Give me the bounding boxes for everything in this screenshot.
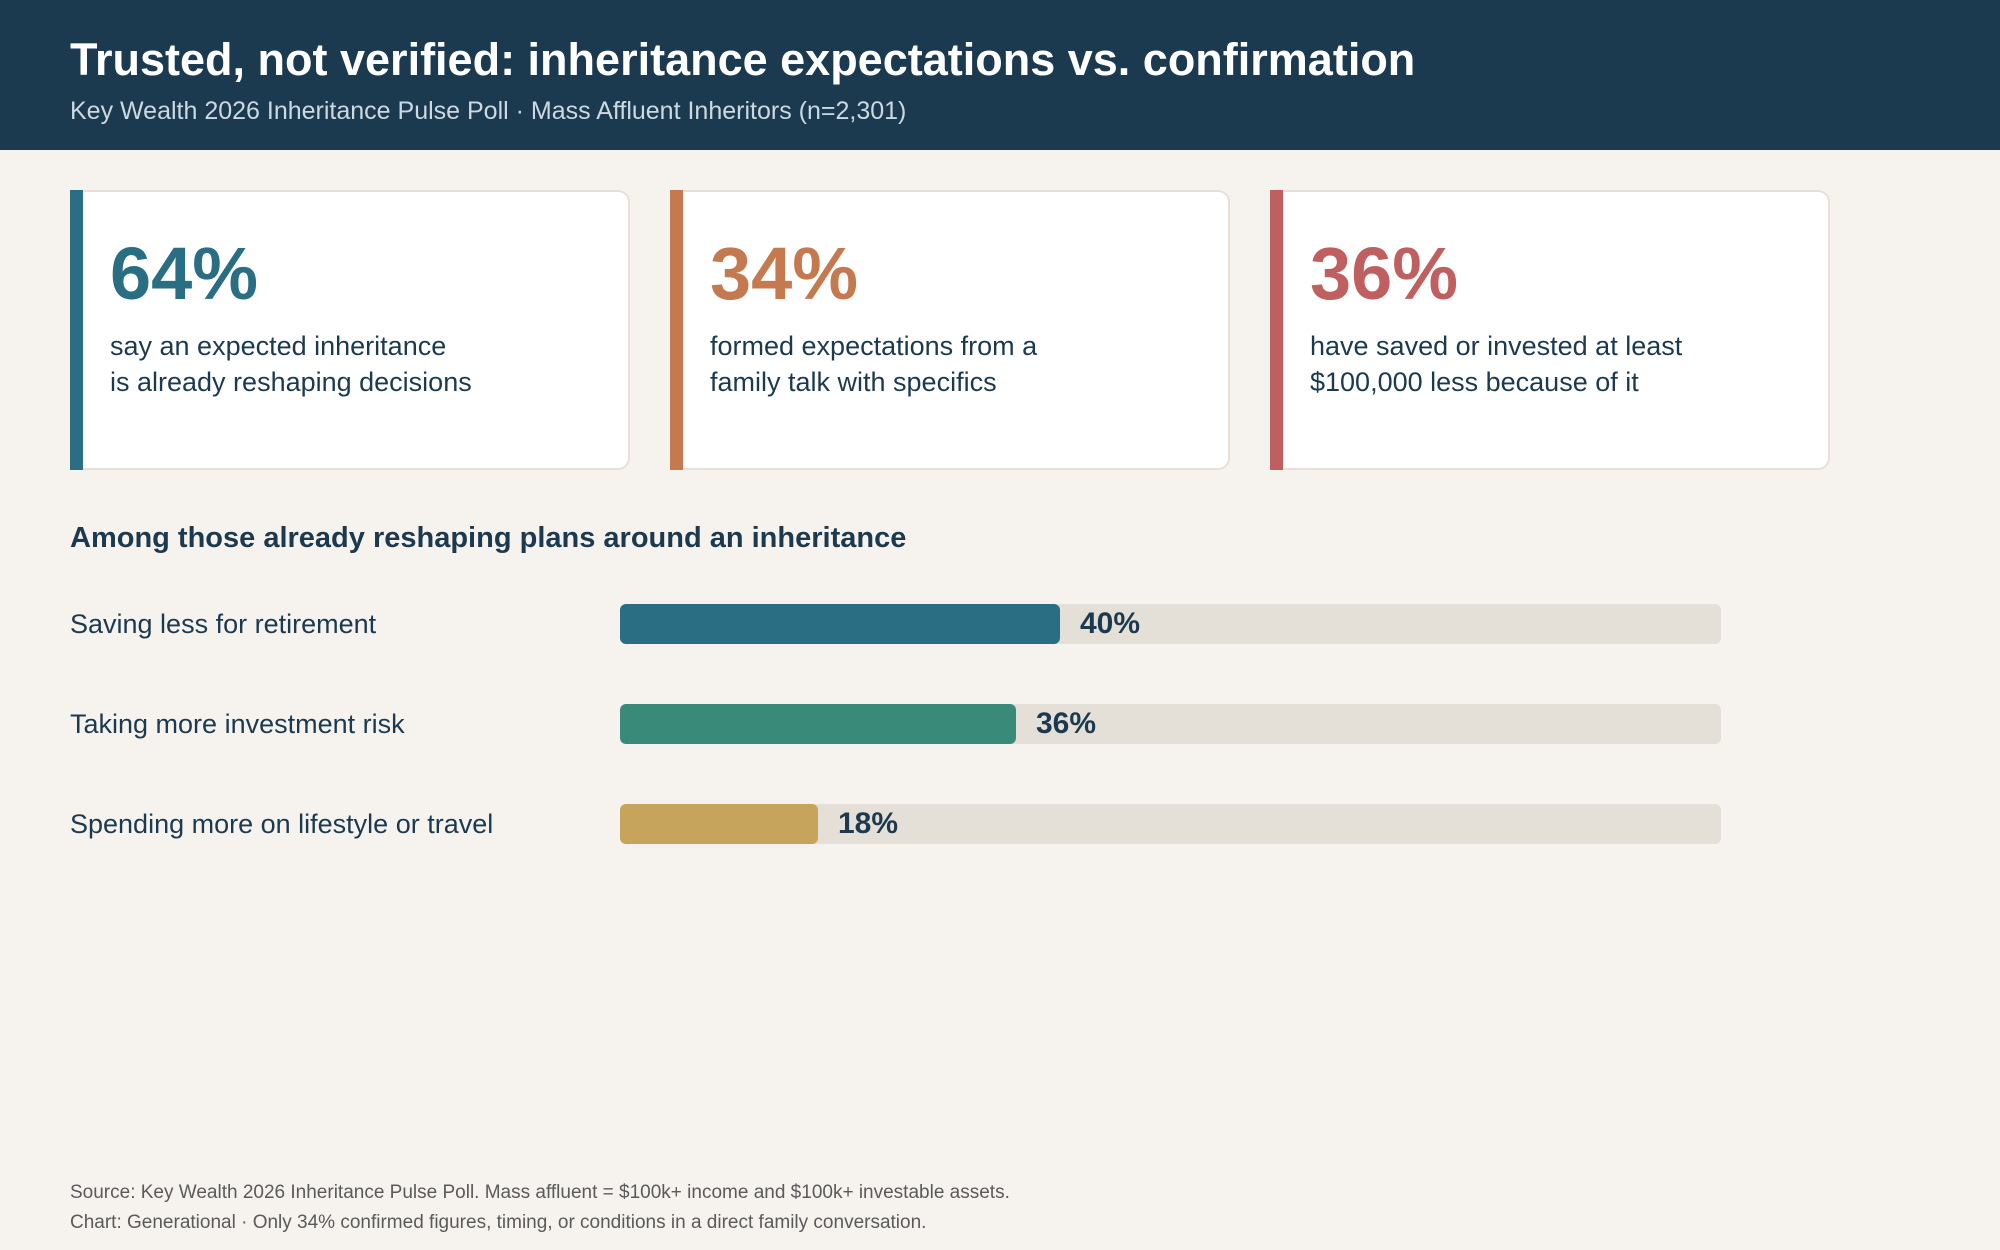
card-accent-bar [70, 190, 83, 470]
bar-row: Taking more investment risk 36% [0, 704, 2000, 744]
card-description-line: formed expectations from a [710, 331, 1038, 361]
footer-source: Source: Key Wealth 2026 Inheritance Puls… [70, 1182, 1010, 1203]
header-banner: Trusted, not verified: inheritance expec… [0, 0, 2000, 150]
card-accent-bar [1270, 190, 1283, 470]
bar-row: Saving less for retirement 40% [0, 604, 2000, 644]
card-description-line: have saved or invested at least [1310, 331, 1683, 361]
bar-track: 36% [620, 704, 1721, 744]
bar-category-label: Saving less for retirement [70, 609, 377, 639]
stat-card-family-talk: 34% formed expectations from a family ta… [670, 190, 1230, 470]
card-description: formed expectations from a family talk w… [710, 328, 1150, 400]
card-description-line: is already reshaping decisions [110, 367, 472, 397]
card-stat-value: 36% [1310, 232, 1459, 315]
bar-category-label: Taking more investment risk [70, 709, 405, 739]
card-description: say an expected inheritance is already r… [110, 328, 550, 400]
bar-fill [620, 704, 1016, 744]
card-stat-value: 34% [710, 232, 859, 315]
bar-value-label: 18% [838, 807, 899, 840]
page-title: Trusted, not verified: inheritance expec… [70, 34, 1416, 85]
stat-card-saved-less: 36% have saved or invested at least $100… [1270, 190, 1830, 470]
bar-category-label: Spending more on lifestyle or travel [70, 809, 494, 839]
bar-fill [620, 804, 818, 844]
bar-value-label: 36% [1036, 707, 1097, 740]
card-description-line: family talk with specifics [710, 367, 997, 397]
card-description-line: $100,000 less because of it [1310, 367, 1639, 397]
bar-row: Spending more on lifestyle or travel 18% [0, 804, 2000, 844]
card-stat-value: 64% [110, 232, 259, 315]
page-subtitle: Key Wealth 2026 Inheritance Pulse Poll ·… [70, 97, 907, 125]
bar-track: 40% [620, 604, 1721, 644]
footer-note: Chart: Generational · Only 34% confirmed… [70, 1212, 927, 1233]
chart-title: Among those already reshaping plans arou… [70, 522, 907, 554]
bar-fill [620, 604, 1060, 644]
bar-value-label: 40% [1080, 607, 1141, 640]
bar-track: 18% [620, 804, 1721, 844]
card-description: have saved or invested at least $100,000… [1310, 328, 1750, 400]
card-accent-bar [670, 190, 683, 470]
card-description-line: say an expected inheritance [110, 331, 447, 361]
stat-card-reshaping: 64% say an expected inheritance is alrea… [70, 190, 630, 470]
